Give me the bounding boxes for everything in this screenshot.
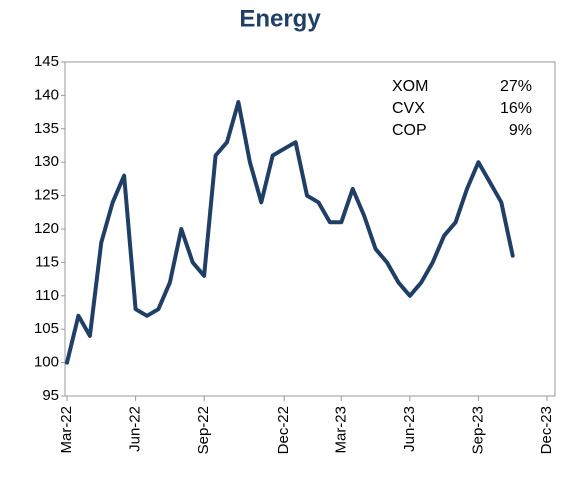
x-tick-label: Mar-22 — [58, 406, 75, 454]
y-tick-label: 105 — [34, 320, 59, 337]
y-tick-label: 120 — [34, 220, 59, 237]
annotation-ticker: XOM — [392, 78, 428, 95]
y-tick-label: 135 — [34, 120, 59, 137]
annotation-weight: 16% — [500, 100, 532, 117]
x-tick-label: Sep-22 — [195, 406, 212, 454]
y-tick-label: 130 — [34, 153, 59, 170]
y-tick-label: 145 — [34, 53, 59, 70]
y-tick-label: 110 — [35, 287, 59, 304]
x-tick-label: Jun-22 — [127, 406, 144, 452]
y-tick-label: 125 — [34, 187, 59, 204]
y-tick-label: 100 — [34, 354, 59, 371]
x-tick-label: Mar-23 — [332, 406, 349, 454]
x-tick-label: Dec-22 — [275, 406, 292, 454]
chart-title: Energy — [239, 5, 321, 32]
y-tick-label: 95 — [42, 387, 59, 404]
annotation-ticker: COP — [392, 122, 427, 139]
annotation-weight: 9% — [509, 122, 532, 139]
y-tick-label: 115 — [35, 253, 59, 270]
x-tick-label: Dec-23 — [538, 406, 555, 454]
y-tick-label: 140 — [34, 86, 59, 103]
plot-frame — [64, 61, 556, 397]
annotation-ticker: CVX — [392, 100, 425, 117]
line-series — [65, 100, 515, 365]
x-tick-label: Sep-23 — [469, 406, 486, 454]
annotation-weight: 27% — [500, 78, 532, 95]
x-tick-label: Jun-23 — [401, 406, 418, 452]
